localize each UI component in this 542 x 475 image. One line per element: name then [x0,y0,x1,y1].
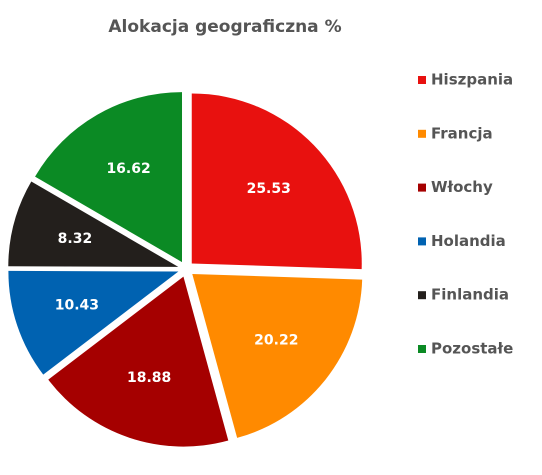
data-label: 20.22 [254,332,298,348]
legend-marker [418,237,426,246]
legend-marker [418,76,426,84]
data-label: 10.43 [55,298,99,314]
pie-slice [191,93,362,270]
legend-label: Włochy [431,178,493,196]
legend-marker [418,129,426,138]
data-label: 8.32 [58,231,93,247]
pie-slice [192,273,363,438]
legend-label: Finlandia [431,286,509,304]
pie-slice [8,181,179,267]
legend-label: Pozostałe [431,340,513,358]
pie-slice [8,270,179,375]
pie-slice [48,276,229,447]
chart-title: Alokacja geograficzna % [108,17,341,37]
legend-marker [418,345,426,353]
data-label: 25.53 [247,181,291,197]
pie-slice [35,92,183,263]
legend-label: Holandia [431,232,506,250]
legend-marker [418,183,426,192]
legend-marker [418,291,426,300]
data-label: 16.62 [106,161,150,177]
legend-label: Francja [431,124,493,142]
data-label: 18.88 [127,370,171,386]
legend-label: Hiszpania [431,71,513,89]
